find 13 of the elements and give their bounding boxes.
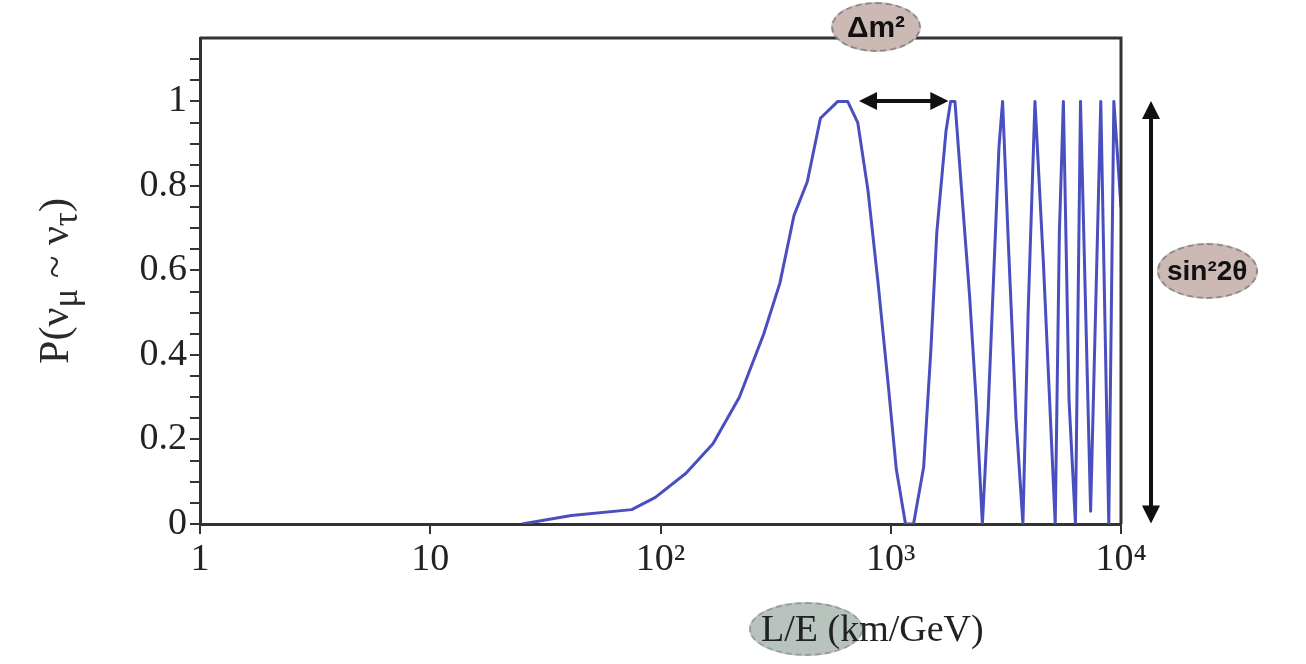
y-tick-label: 0.2 — [139, 415, 187, 458]
y-tick-label: 0.6 — [139, 246, 187, 289]
y-tick-label: 0.8 — [139, 161, 187, 204]
x-tick-label: 10 — [411, 535, 450, 578]
y-tick-label: 1 — [168, 77, 187, 120]
y-tick-label: 0.4 — [139, 330, 187, 373]
x-tick-label: 10³ — [866, 535, 916, 578]
x-tick-label: 10⁴ — [1095, 535, 1147, 578]
x-tick-label: 10² — [635, 535, 686, 578]
x-axis-title: L/E (km/GeV) — [761, 607, 984, 649]
text: sin²2θ — [1157, 242, 1258, 299]
annotation: Δm² — [830, 2, 922, 52]
y-tick-label: 0 — [168, 499, 187, 542]
